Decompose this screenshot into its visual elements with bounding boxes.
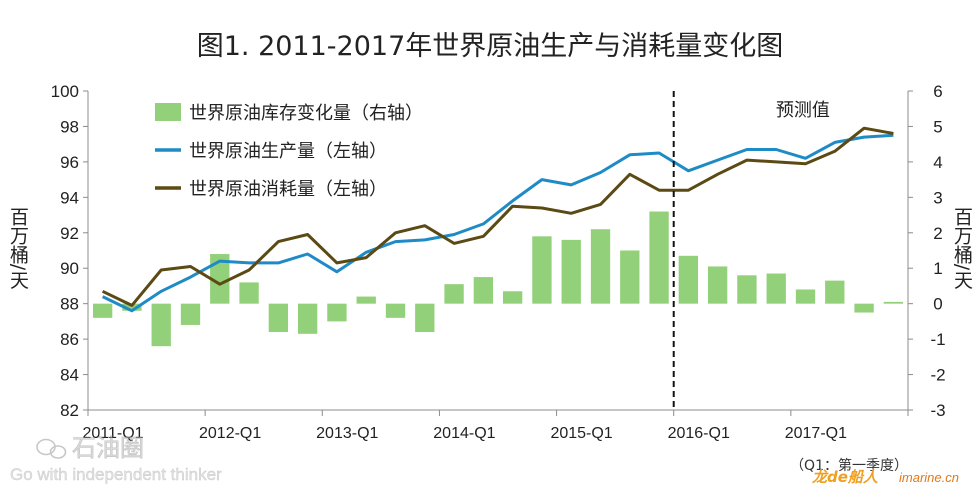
forecast-marker: 预测值 (672, 91, 830, 410)
right-axis-title: 百万桶/天 (951, 207, 973, 289)
left-tick-label: 82 (60, 401, 79, 420)
stock-change-bar (268, 303, 289, 333)
left-axis: 82 84 86 88 90 92 94 96 98 100 (51, 82, 88, 420)
x-tick-label: 2016-Q1 (668, 425, 730, 442)
x-tick-label: 2014-Q1 (433, 425, 495, 442)
stock-change-bar (737, 275, 757, 304)
legend-swatch-bar (155, 103, 181, 121)
left-tick-label: 92 (60, 224, 79, 243)
consumption-line (101, 126, 894, 307)
stock-change-bar (92, 303, 113, 318)
right-tick-label: -1 (930, 330, 945, 349)
source-watermark: 石油圈 Go with independent thinker (10, 434, 222, 485)
stock-change-bar (883, 301, 904, 304)
right-tick-label: -2 (930, 366, 945, 385)
stock-change-bar (825, 280, 845, 304)
right-tick-label: 4 (933, 153, 942, 172)
stock-change-bar (502, 291, 523, 304)
legend-label: 世界原油消耗量（左轴） (189, 179, 387, 200)
left-tick-label: 88 (60, 295, 79, 314)
stock-change-bar (561, 239, 581, 304)
stock-change-bar (239, 282, 259, 304)
stock-change-bar (356, 296, 376, 304)
stock-change-bar (210, 254, 230, 304)
right-tick-label: -3 (930, 401, 945, 420)
x-tick-label: 2017-Q1 (785, 425, 847, 442)
right-tick-label: 3 (933, 188, 942, 207)
series-lines (101, 126, 894, 313)
x-tick-label: 2015-Q1 (550, 425, 612, 442)
stock-change-bar (707, 266, 728, 304)
site-brand: 龙de船人 (812, 468, 879, 486)
x-tick-label: 2013-Q1 (316, 425, 378, 442)
x-axis: 2011-Q1 2012-Q1 2013-Q1 2014-Q1 2015-Q1 2016-… (82, 410, 909, 442)
site-url: imarine.cn (899, 470, 959, 485)
left-tick-label: 84 (60, 366, 79, 385)
stock-change-bar (122, 303, 142, 311)
stock-change-bar (620, 250, 640, 304)
x-tick-label: 2011-Q1 (82, 425, 143, 442)
left-tick-label: 86 (60, 330, 79, 349)
source-name: 石油圈 (72, 434, 144, 462)
stock-change-bar (854, 303, 874, 313)
stock-change-bar (385, 303, 406, 318)
stock-change-bar (649, 211, 669, 304)
stock-change-bar (415, 303, 435, 333)
stock-change-bar (532, 236, 552, 304)
stock-change-bar (327, 303, 347, 322)
stock-change-bar (590, 229, 611, 304)
legend: 世界原油库存变化量（右轴） 世界原油生产量（左轴） 世界原油消耗量（左轴） (155, 103, 423, 200)
wechat-icon (36, 438, 67, 459)
right-tick-label: 5 (933, 117, 942, 136)
right-tick-label: 0 (933, 295, 942, 314)
legend-label: 世界原油生产量（左轴） (189, 141, 387, 162)
right-axis: -3 -2 -1 0 1 2 3 4 5 6 (908, 82, 946, 420)
stock-change-bar (151, 303, 171, 347)
source-slogan: Go with independent thinker (10, 465, 222, 484)
quarter-note: （Q1：第一季度） (790, 457, 908, 474)
right-tick-label: 2 (933, 224, 942, 243)
production-line (101, 133, 894, 313)
x-tick-label: 2012-Q1 (199, 425, 261, 442)
forecast-label: 预测值 (776, 100, 830, 121)
stock-change-bars (92, 211, 904, 347)
left-axis-title: 百万桶/天 (7, 207, 29, 289)
stock-change-bar (297, 303, 318, 334)
stock-change-bar (444, 284, 464, 304)
stock-change-bar (473, 277, 494, 304)
legend-label: 世界原油库存变化量（右轴） (189, 103, 423, 124)
right-tick-label: 6 (933, 82, 942, 101)
stock-change-bar (766, 273, 786, 304)
left-tick-label: 94 (60, 188, 79, 207)
stock-change-bar (795, 289, 816, 304)
plot-frame (87, 91, 909, 411)
left-tick-label: 98 (60, 117, 79, 136)
left-tick-label: 90 (60, 259, 79, 278)
right-tick-label: 1 (933, 259, 942, 278)
stock-change-bar (180, 303, 201, 325)
left-tick-label: 96 (60, 153, 79, 172)
left-tick-label: 100 (51, 82, 79, 101)
site-watermark: 龙de船人 imarine.cn (812, 468, 959, 486)
stock-change-bar (678, 255, 699, 304)
chart-title: 图1. 2011-2017年世界原油生产与消耗量变化图 (197, 31, 784, 62)
